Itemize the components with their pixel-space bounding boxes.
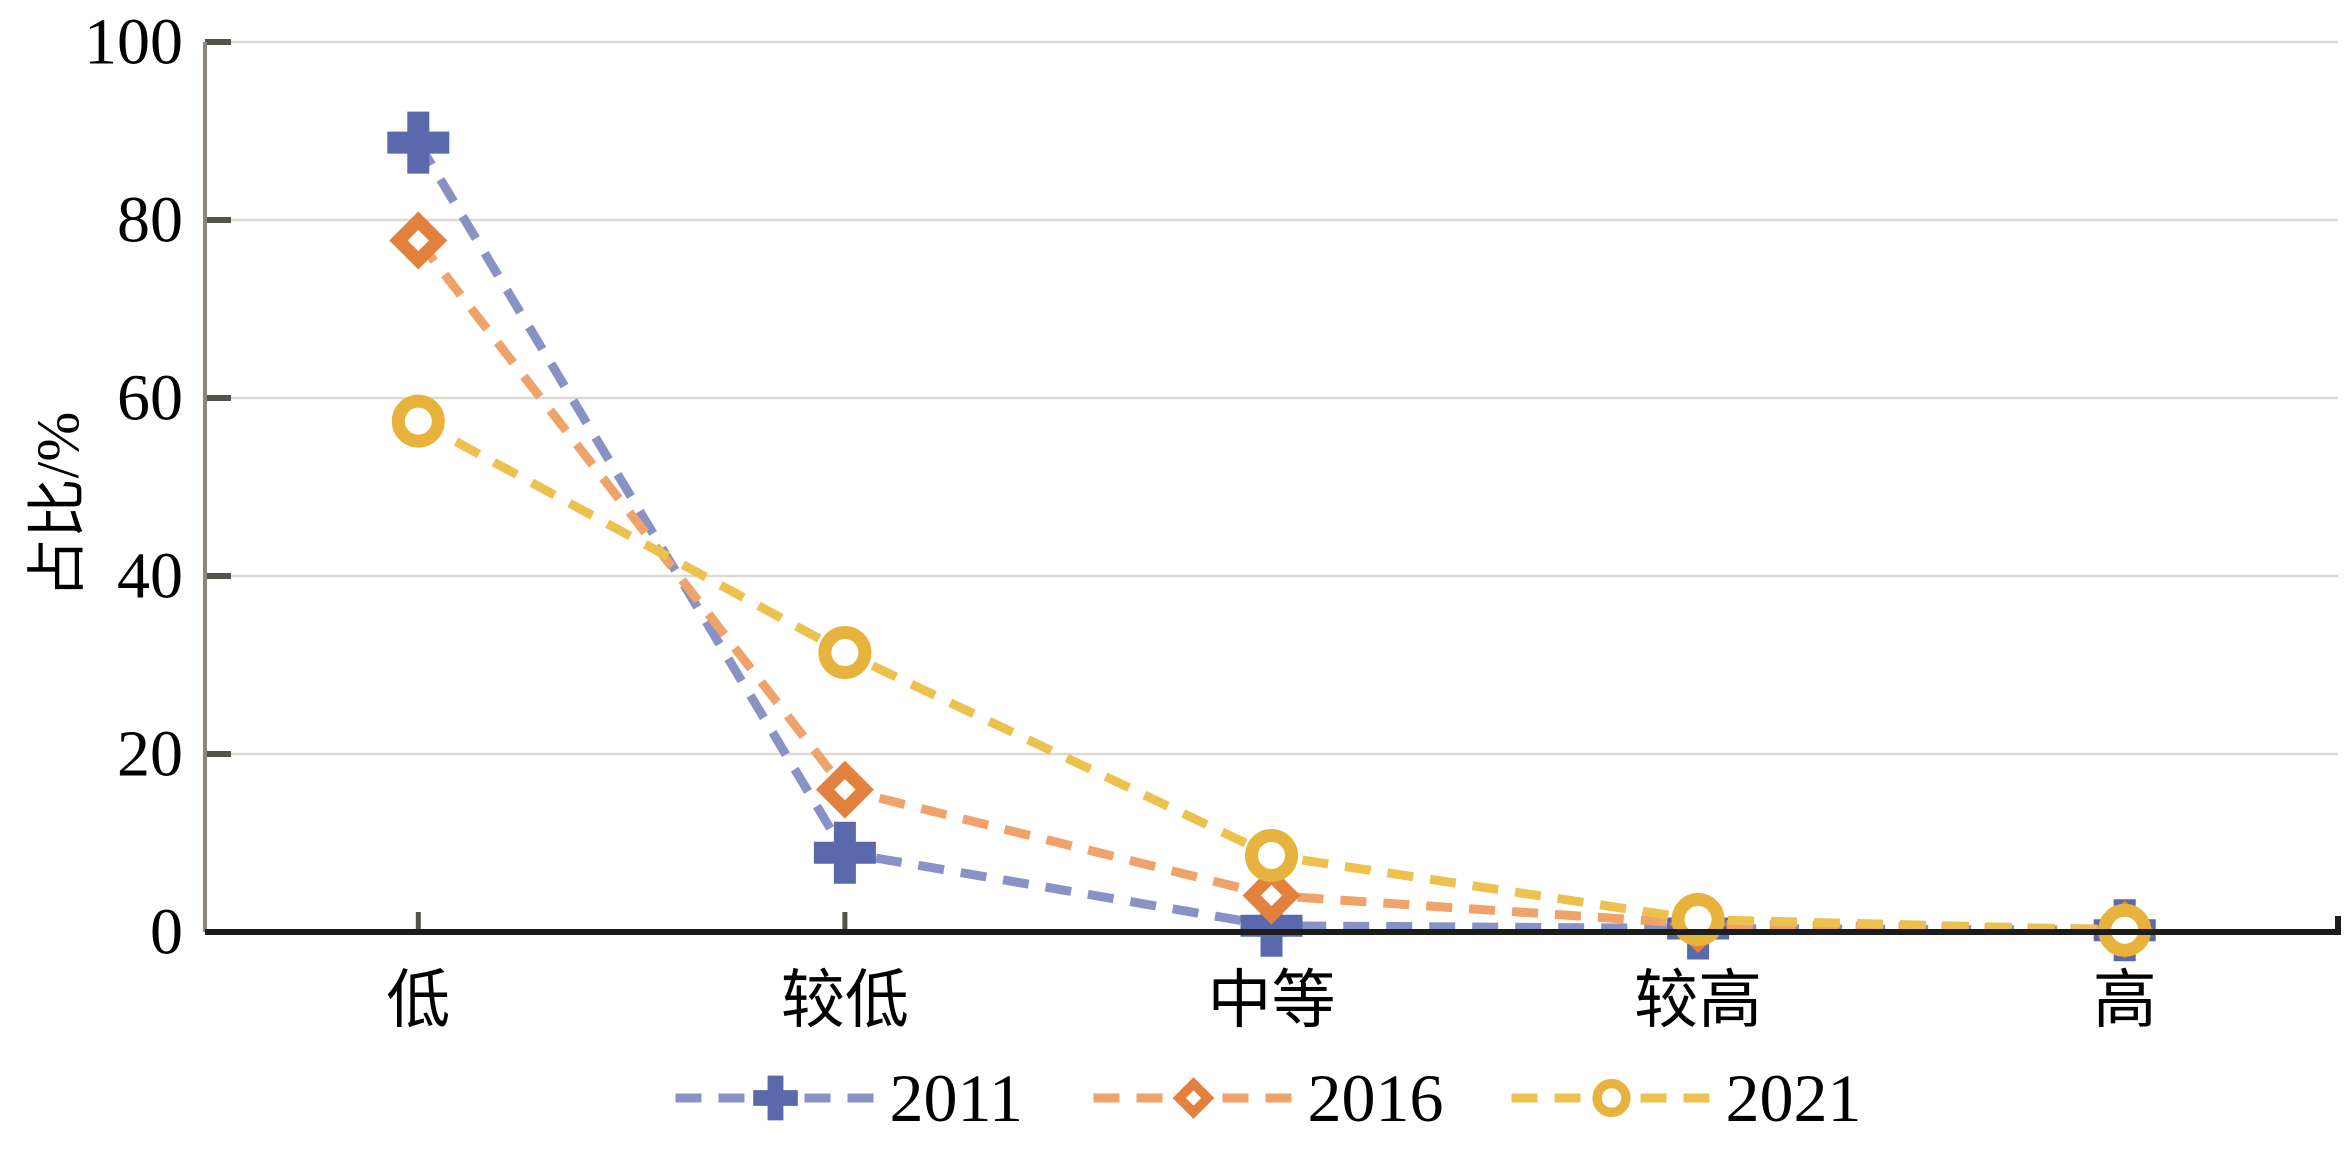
x-category-label: 高 [2093,965,2157,1036]
x-category-label: 较低 [781,965,909,1036]
legend-circle-marker [1592,1078,1631,1118]
series-2021-marker [818,626,872,680]
series-2016-line [414,237,2125,934]
series-2011-line [414,140,2125,935]
legend-label: 2021 [1726,1060,1862,1136]
x-category-label: 中等 [1208,965,1336,1036]
legend: 2011 2016 2021 [675,1060,1862,1136]
x-axis-line [205,916,2341,935]
y-tick-label: 40 [117,540,183,613]
series-2016-marker [1242,866,1301,925]
y-tick-label: 20 [117,718,183,791]
legend-label: 2016 [1308,1060,1444,1136]
series-2011-marker [387,111,450,174]
y-tick-label: 80 [117,184,183,257]
series-2011-marker [813,821,876,884]
y-tick-label: 100 [84,6,183,79]
y-tick-label: 60 [117,362,183,435]
series-2021-marker [391,394,445,448]
x-category-label: 低 [386,965,450,1036]
x-category-label: 较高 [1634,965,1762,1036]
y-tick-label: 0 [150,896,183,969]
legend-diamond-marker [1172,1077,1215,1119]
series-2016-marker [815,760,874,819]
legend-entry-2021: 2021 [1511,1060,1862,1136]
y-axis-title: 占比/% [25,412,91,599]
series-2011-marker [1240,894,1303,957]
series-2021 [391,394,2152,957]
legend-plus-marker [753,1075,798,1121]
series-2016-marker [389,211,448,270]
legend-label: 2011 [890,1060,1023,1136]
series-2021-marker [1245,828,1298,882]
legend-entry-2011: 2011 [675,1060,1023,1136]
legend-entry-2016: 2016 [1093,1060,1444,1136]
